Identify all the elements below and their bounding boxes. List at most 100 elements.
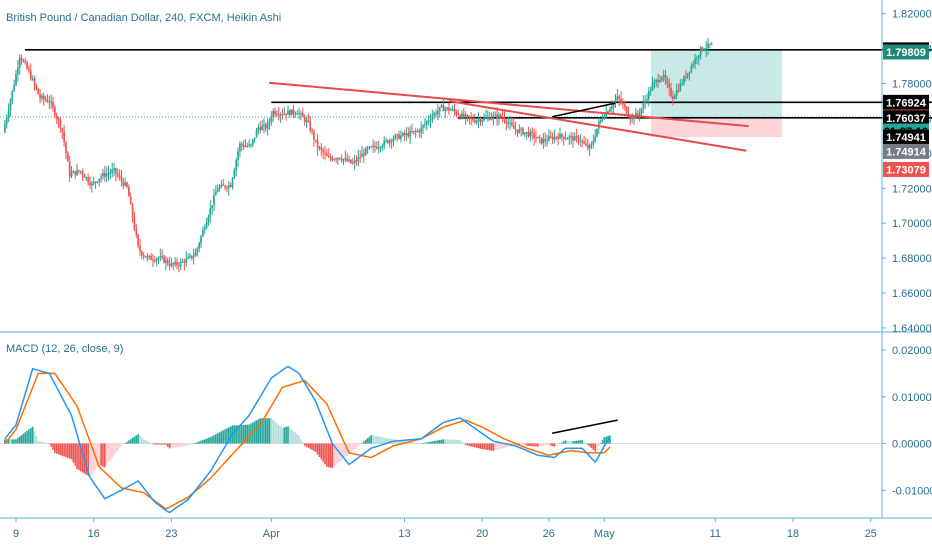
candle-body [79,170,82,172]
macd-histogram-bar [207,437,210,444]
price-tag-label: 1.76037 [886,113,926,125]
candle-body [242,145,245,147]
macd-histogram-bar [302,442,304,444]
candle-body [133,217,136,229]
macd-histogram-bar [494,443,497,451]
candle-body [202,230,204,237]
candle-body [305,120,308,122]
macd-histogram-bar [39,441,41,444]
macd-histogram-bar [305,443,308,447]
candle-body [494,114,497,116]
price-tag-label: 1.74941 [886,132,926,144]
candle-body [155,259,158,261]
candle-body [52,101,54,108]
candle-body [285,113,288,115]
macd-histogram-bar [155,443,158,445]
candle-body [92,181,95,184]
candle-body [237,151,239,161]
macd-histogram-bar [46,443,49,444]
macd-histogram-bar [218,432,221,444]
macd-histogram-bar [4,439,6,444]
candle-body [385,140,387,142]
candle-body [192,256,195,259]
candle-body [642,102,645,109]
candle-body [85,177,88,179]
macd-histogram-bar [527,443,530,446]
macd-histogram-bar [148,441,151,444]
macd-histogram-bar [583,441,585,444]
candle-body [98,178,101,182]
candle-body [140,251,143,256]
macd-histogram-bar [326,443,328,467]
macd-histogram-bar [235,425,237,444]
target-zone[interactable] [650,49,782,118]
trend-line[interactable] [448,100,747,152]
candle-body [686,73,689,78]
candle-body [394,135,397,139]
macd-histogram-bar [41,441,43,444]
candle-body [475,120,478,123]
macd-histogram-bar [9,439,12,444]
macd-histogram-bar [31,426,34,444]
candle-body [422,125,424,128]
candle-body [623,104,626,107]
trend-line[interactable] [551,102,616,118]
macd-histogram-bar [68,443,71,459]
candle-body [363,153,365,156]
candle-body [407,133,410,137]
stop-zone[interactable] [650,117,782,137]
macd-histogram-bar [549,443,552,446]
macd-histogram-bar [387,438,389,444]
axes [0,0,932,519]
candle-body [105,173,108,177]
candle-body [326,153,328,157]
candle-body [594,136,597,141]
candle-body [509,122,511,124]
macd-histogram-bar [603,437,606,444]
candle-body [625,106,628,114]
candle-body [540,137,543,144]
candle-body [96,181,99,183]
candle-body [535,137,537,139]
macd-histogram-bar [141,437,143,444]
candle-body [585,143,587,146]
macd-divergence-line[interactable] [551,419,618,435]
candle-body [590,144,593,146]
time-tick-label: May [594,528,615,540]
macd-signal-line [4,372,611,510]
macd-histogram-bar [344,443,347,458]
candle-body [224,185,226,188]
macd-histogram-bar [179,443,182,447]
candle-body [609,108,611,112]
macd-histogram-bar [487,443,489,451]
macd-histogram-bar [381,437,384,444]
candle-body [511,122,513,126]
macd-histogram-bar [296,434,299,444]
macd-histogram-bar [22,433,25,444]
macd-histogram-bar [303,443,306,446]
macd-histogram-bar [259,418,262,444]
macd-histogram-bar [54,443,56,453]
candle-body [383,140,386,146]
macd-histogram-bar [492,443,495,451]
candle-body [533,133,535,138]
trend-line[interactable] [268,81,749,128]
candle-body [437,111,439,115]
candle-body [512,125,515,129]
macd-histogram-bar [431,441,434,444]
candle-body [153,260,156,262]
candle-body [692,64,695,66]
candle-body [109,172,112,174]
macd-histogram-bar [279,426,282,444]
macd-histogram-bar [377,436,380,444]
candle-body [246,145,249,147]
candle-body [213,195,215,206]
candle-body [266,123,269,129]
candle-body [272,111,275,118]
candle-body [61,128,64,132]
macd-histogram-bar [448,439,450,444]
candle-body [283,113,286,115]
position-zones[interactable] [650,49,782,137]
trend-lines[interactable] [268,81,749,152]
horizontal-levels[interactable] [0,49,932,119]
